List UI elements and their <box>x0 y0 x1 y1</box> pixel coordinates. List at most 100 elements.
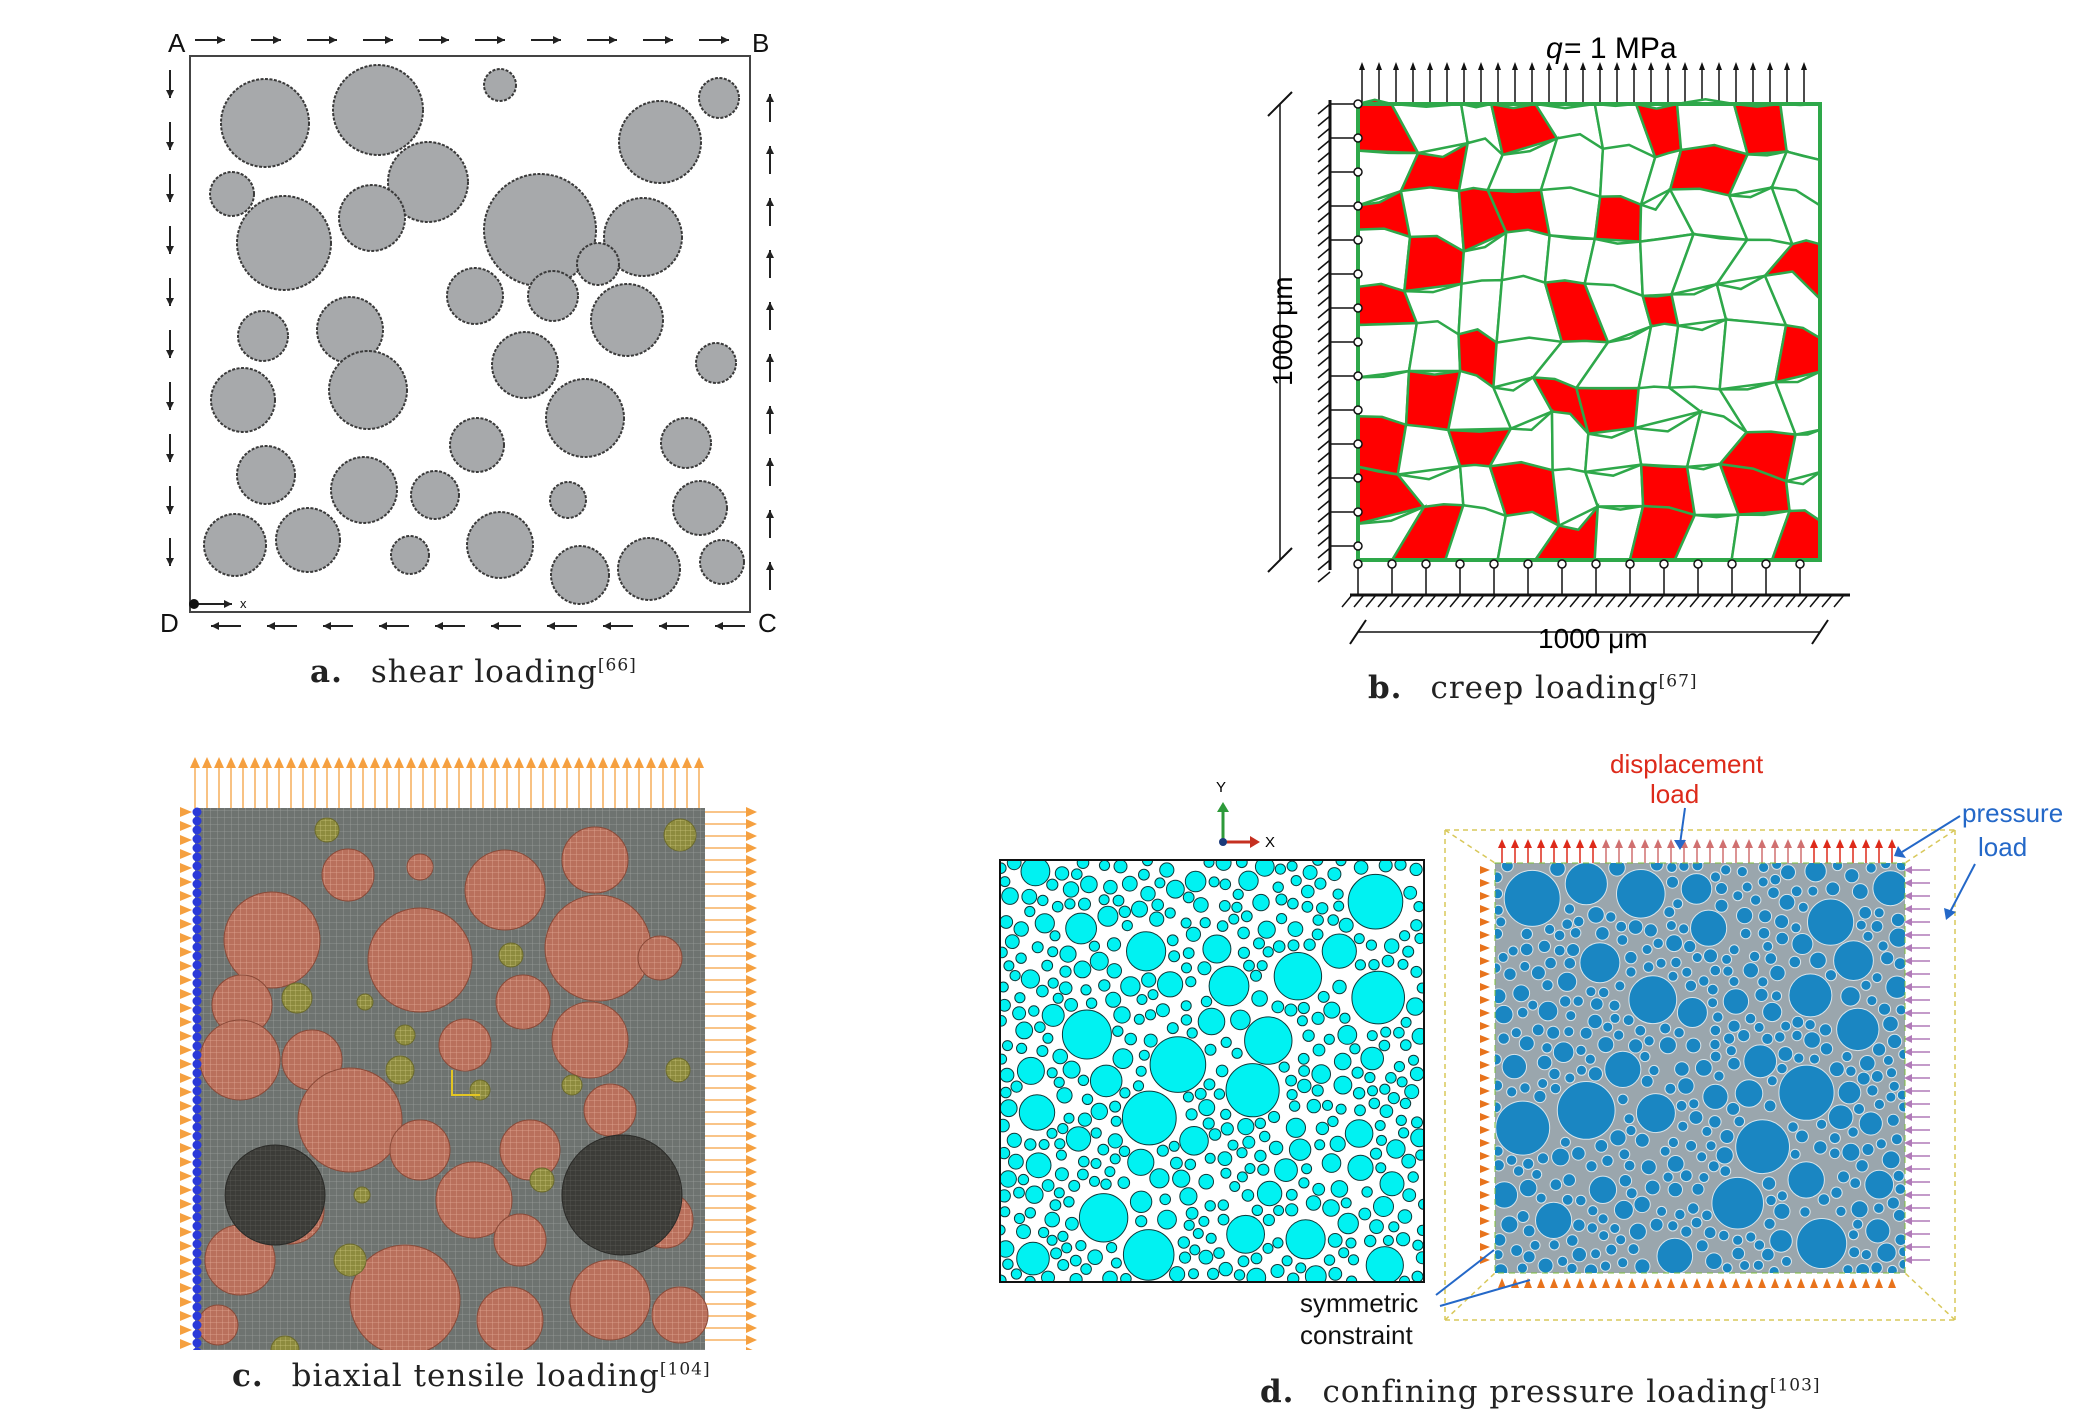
aggregate-particle <box>1644 1179 1661 1196</box>
aggregate-particle <box>1246 1267 1267 1282</box>
aggregate-particle <box>1762 940 1774 952</box>
aggregate-particle <box>1344 1119 1374 1148</box>
load-arrowhead <box>746 1263 757 1273</box>
shear-arrowhead <box>441 36 449 44</box>
aggregate-particle <box>1194 1087 1207 1100</box>
roller-node <box>1353 405 1363 415</box>
roller-node <box>1353 167 1363 177</box>
aggregate-particle <box>1690 909 1728 947</box>
load-arrowhead <box>550 757 560 768</box>
aggregate-particle <box>1837 1080 1862 1105</box>
constraint-node <box>192 816 202 826</box>
aggregate-particle <box>1678 863 1690 872</box>
load-arrowhead <box>746 843 757 853</box>
aggregate-particle <box>1898 1048 1905 1060</box>
particle-grain <box>1593 194 1643 243</box>
support-marker <box>180 835 192 845</box>
aggregate-particle <box>1652 937 1664 950</box>
matrix-grain <box>1500 228 1551 284</box>
small-aggregate <box>314 817 340 843</box>
load-arrowhead <box>238 757 248 768</box>
aggregate-particle <box>1008 1153 1024 1170</box>
aggregate-particle <box>1409 862 1423 876</box>
aggregate-particle <box>1667 970 1679 982</box>
displacement-arrowhead <box>1667 839 1675 848</box>
shear-arrowhead <box>766 354 774 362</box>
symmetric-support <box>1480 1074 1490 1082</box>
aggregate-particle <box>1381 954 1395 968</box>
aggregate-particle <box>1394 860 1407 871</box>
aggregate-particle <box>698 77 740 119</box>
aggregate-particle <box>1154 877 1166 889</box>
aggregate-particle <box>1138 868 1150 881</box>
aggregate-particle <box>1564 863 1608 906</box>
roller-node <box>1353 303 1363 313</box>
load-arrowhead <box>746 1155 757 1165</box>
aggregate-particle <box>1604 1050 1642 1088</box>
aggregate-particle <box>1840 986 1861 1007</box>
aggregate-particle <box>1169 1266 1186 1282</box>
aggregate-particle <box>1063 1196 1075 1208</box>
aggregate-particle <box>1410 1128 1424 1148</box>
aggregate-particle <box>1179 1187 1198 1206</box>
aggregate-particle <box>1271 1000 1285 1014</box>
aggregate-particle <box>1549 1178 1563 1192</box>
constraint-node <box>192 1005 202 1015</box>
aggregate-particle <box>1844 868 1860 884</box>
aggregate-particle <box>1680 1225 1693 1238</box>
aggregate-particle <box>1819 1042 1834 1056</box>
aggregate-particle <box>1131 900 1148 918</box>
aggregate-particle <box>237 310 289 362</box>
aggregate-particle <box>1587 906 1605 924</box>
aggregate-particle <box>1791 933 1814 955</box>
aggregate-particle <box>1758 863 1770 873</box>
aggregate-particle <box>1841 1142 1861 1162</box>
aggregate-particle <box>236 445 296 505</box>
aggregate-particle <box>1694 1059 1713 1077</box>
aggregate-particle <box>1126 931 1167 972</box>
aggregate-particle <box>1695 1239 1709 1253</box>
symmetric-support <box>1836 1278 1844 1288</box>
aggregate-particle <box>1397 1209 1413 1224</box>
aggregate-particle <box>1243 959 1255 972</box>
load-arrowhead <box>370 757 380 768</box>
aggregate-particle <box>1763 1217 1776 1230</box>
support-marker <box>180 1171 192 1181</box>
support-marker <box>180 905 192 915</box>
aggregate-particle <box>1870 1070 1884 1083</box>
aggregate-particle <box>1285 1074 1298 1087</box>
aggregate-particle <box>1705 1252 1723 1271</box>
aggregate-particle <box>446 267 504 325</box>
aggregate-particle <box>1818 1023 1833 1037</box>
hatch-mark <box>1317 499 1331 511</box>
load-arrowhead <box>746 1191 757 1201</box>
aggregate-particle <box>1864 1169 1895 1200</box>
aggregate-particle <box>1106 963 1123 979</box>
constraint-node <box>192 1329 202 1339</box>
shear-arrowhead <box>715 622 723 630</box>
aggregate-particle <box>1184 870 1207 893</box>
aggregate-particle <box>1873 907 1885 919</box>
aggregate-particle <box>1711 1176 1765 1230</box>
aggregate-particle <box>1685 1139 1698 1152</box>
origin-dot <box>189 599 199 609</box>
aggregate-particle <box>1590 997 1604 1011</box>
aggregate-particle <box>1882 1015 1899 1033</box>
displacement-arrowhead <box>1875 839 1883 848</box>
creep-arrowhead <box>1376 62 1382 70</box>
aggregate-particle <box>1667 1181 1683 1198</box>
aggregate-particle <box>1722 988 1750 1015</box>
hatch-mark <box>1665 594 1677 608</box>
aggregate-particle <box>1659 1145 1671 1157</box>
aggregate-particle <box>1399 930 1411 942</box>
aggregate-particle <box>1642 961 1655 973</box>
aggregate-particle <box>1395 1114 1407 1126</box>
symmetric-support <box>1810 1278 1818 1288</box>
aggregate-particle <box>1285 1219 1326 1260</box>
creep-arrowhead <box>1801 62 1807 70</box>
constraint-pointer-a <box>1435 1249 1495 1296</box>
constraint-node <box>192 987 202 997</box>
support-marker <box>180 1241 192 1251</box>
aggregate-particle <box>1793 1052 1805 1064</box>
aggregate-particle <box>1536 1054 1553 1071</box>
